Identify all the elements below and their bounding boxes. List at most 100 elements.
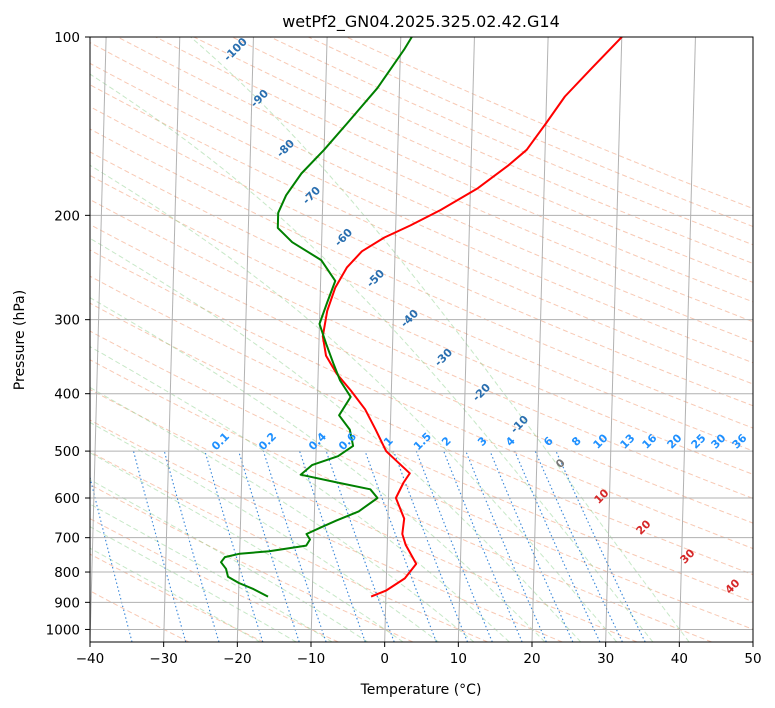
y-tick-label: 600 [54,491,80,507]
mixing-ratio-label: 0.1 [209,430,232,453]
x-axis-title: Temperature (°C) [360,682,482,698]
isotherm-line [605,37,623,642]
mixing-ratio-line [415,450,493,642]
y-tick-label: 100 [54,30,80,46]
y-tick-label: 300 [54,313,80,329]
moist-adiabat-line [90,526,297,642]
mixing-ratio-line [443,450,523,642]
dry-adiabat-line [90,590,190,642]
moist-adiabat-line [90,503,333,642]
mixing-ratio-line [534,450,623,642]
isotherm-line [163,37,181,642]
dry-adiabat-line [90,249,753,550]
dry-adiabat-label: -30 [432,346,455,369]
mixing-ratio-label: 8 [569,434,584,449]
dry-adiabat-label: -60 [332,226,355,249]
isotherm-line [90,37,107,642]
moist-adiabat-line [90,73,654,642]
moist-adiabat-label: 10 [592,486,612,506]
mixing-ratio-label: 1.5 [411,430,434,453]
x-tick-label: 40 [671,651,688,667]
dry-adiabat-line [90,106,753,407]
dry-adiabat-label: -40 [398,307,421,330]
x-tick-label: 20 [523,651,540,667]
mixing-ratio-line [163,450,220,642]
y-axis-ticks: 100 200 300 400 500 600 700 800 900 1000 [46,30,90,638]
temperature-profile-line [321,37,623,598]
x-axis-ticks: −40 −30 −20 −10 0 10 20 30 40 50 [76,642,762,667]
y-tick-label: 800 [54,565,80,581]
profile-lines [220,37,623,598]
line-labels: -100-90-80-70-60-50-40-30-20-100.1 0.2 0.4… [209,35,750,597]
dry-adiabat-line [117,37,753,323]
moist-adiabat-label: 0 [553,456,568,471]
x-tick-label: 30 [597,651,614,667]
y-tick-label: 400 [54,387,80,403]
grid-lines [90,37,753,642]
mixing-ratio-line [465,450,547,642]
mixing-ratio-label: 3 [475,434,490,449]
y-tick-label: 500 [54,444,80,460]
dry-adiabat-line [90,199,753,499]
dry-adiabat-line [270,37,753,246]
isotherm-line [752,623,753,642]
isotherm-line [678,37,696,642]
moist-adiabat-line [190,37,690,642]
dry-adiabat-line [90,151,753,452]
mixing-ratio-line [299,450,366,642]
mixing-ratio-label: 0.4 [306,430,329,453]
dewpoint-profile-line [220,37,413,598]
moist-adiabat-line [90,346,510,642]
x-tick-label: −20 [223,651,252,667]
moist-adiabat-line [90,479,368,642]
moist-adiabat-line [90,421,439,642]
y-axis-title: Pressure (hPa) [12,290,28,390]
dry-adiabat-line [90,223,753,524]
moist-adiabat-line [90,297,546,642]
dry-adiabat-line [90,42,753,343]
mixing-ratio-label: 16 [640,431,660,451]
y-tick-label: 900 [54,595,80,611]
x-tick-label: 50 [744,651,761,667]
x-tick-label: −40 [76,651,105,667]
mixing-ratio-line [514,450,601,642]
mixing-ratio-line [262,450,327,642]
chart-title: wetPf2_GN04.2025.325.02.42.G14 [282,12,560,32]
dry-adiabat-line [90,451,488,642]
dry-adiabat-label: -80 [274,137,297,160]
mixing-ratio-line [364,450,437,642]
moist-adiabat-label: 30 [678,546,698,566]
dry-adiabat-line [90,330,753,630]
moist-adiabat-line [90,237,582,642]
dry-adiabat-line [90,419,563,642]
mixing-ratio-label: 13 [618,432,638,452]
dry-adiabat-label: -70 [300,184,323,207]
x-tick-label: −30 [149,651,178,667]
mixing-ratio-line [489,450,574,642]
mixing-ratio-label: 20 [665,431,685,451]
isotherm-line [384,37,402,642]
mixing-ratio-line [204,450,264,642]
mixing-ratio-line [393,450,469,642]
dry-adiabat-label: -50 [364,267,387,290]
dry-adiabat-line [90,302,753,603]
dry-adiabat-line [90,388,638,642]
mixing-ratio-line [238,450,300,642]
x-tick-label: 0 [380,651,389,667]
moist-adiabat-line [90,386,475,642]
dry-adiabat-line [193,37,753,283]
dry-adiabat-label: -100 [221,35,250,64]
x-tick-label: −10 [297,651,326,667]
dry-adiabat-line [90,553,264,642]
y-tick-label: 200 [54,208,80,224]
isotherm-line [457,37,475,642]
dry-adiabat-line [346,37,753,210]
mixing-ratio-line [555,450,646,642]
mixing-ratio-label: 0.2 [256,430,279,453]
dry-adiabat-line [90,128,753,429]
mixing-ratio-line [132,450,187,642]
moist-adiabat-line [90,164,618,642]
x-tick-label: 10 [450,651,467,667]
moist-adiabat-line [90,452,404,642]
